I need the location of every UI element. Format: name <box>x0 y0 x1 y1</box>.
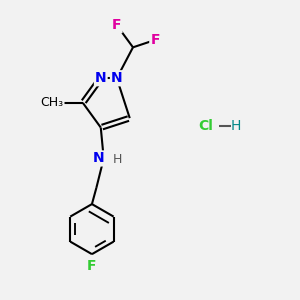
Text: F: F <box>87 259 97 273</box>
Text: F: F <box>150 33 160 47</box>
Text: N: N <box>111 71 123 85</box>
Text: N: N <box>93 152 104 165</box>
Text: H: H <box>230 119 241 134</box>
Text: N: N <box>95 71 106 85</box>
Text: H: H <box>112 153 122 167</box>
Text: Cl: Cl <box>199 119 213 134</box>
Text: CH₃: CH₃ <box>40 96 64 110</box>
Text: F: F <box>112 18 122 32</box>
